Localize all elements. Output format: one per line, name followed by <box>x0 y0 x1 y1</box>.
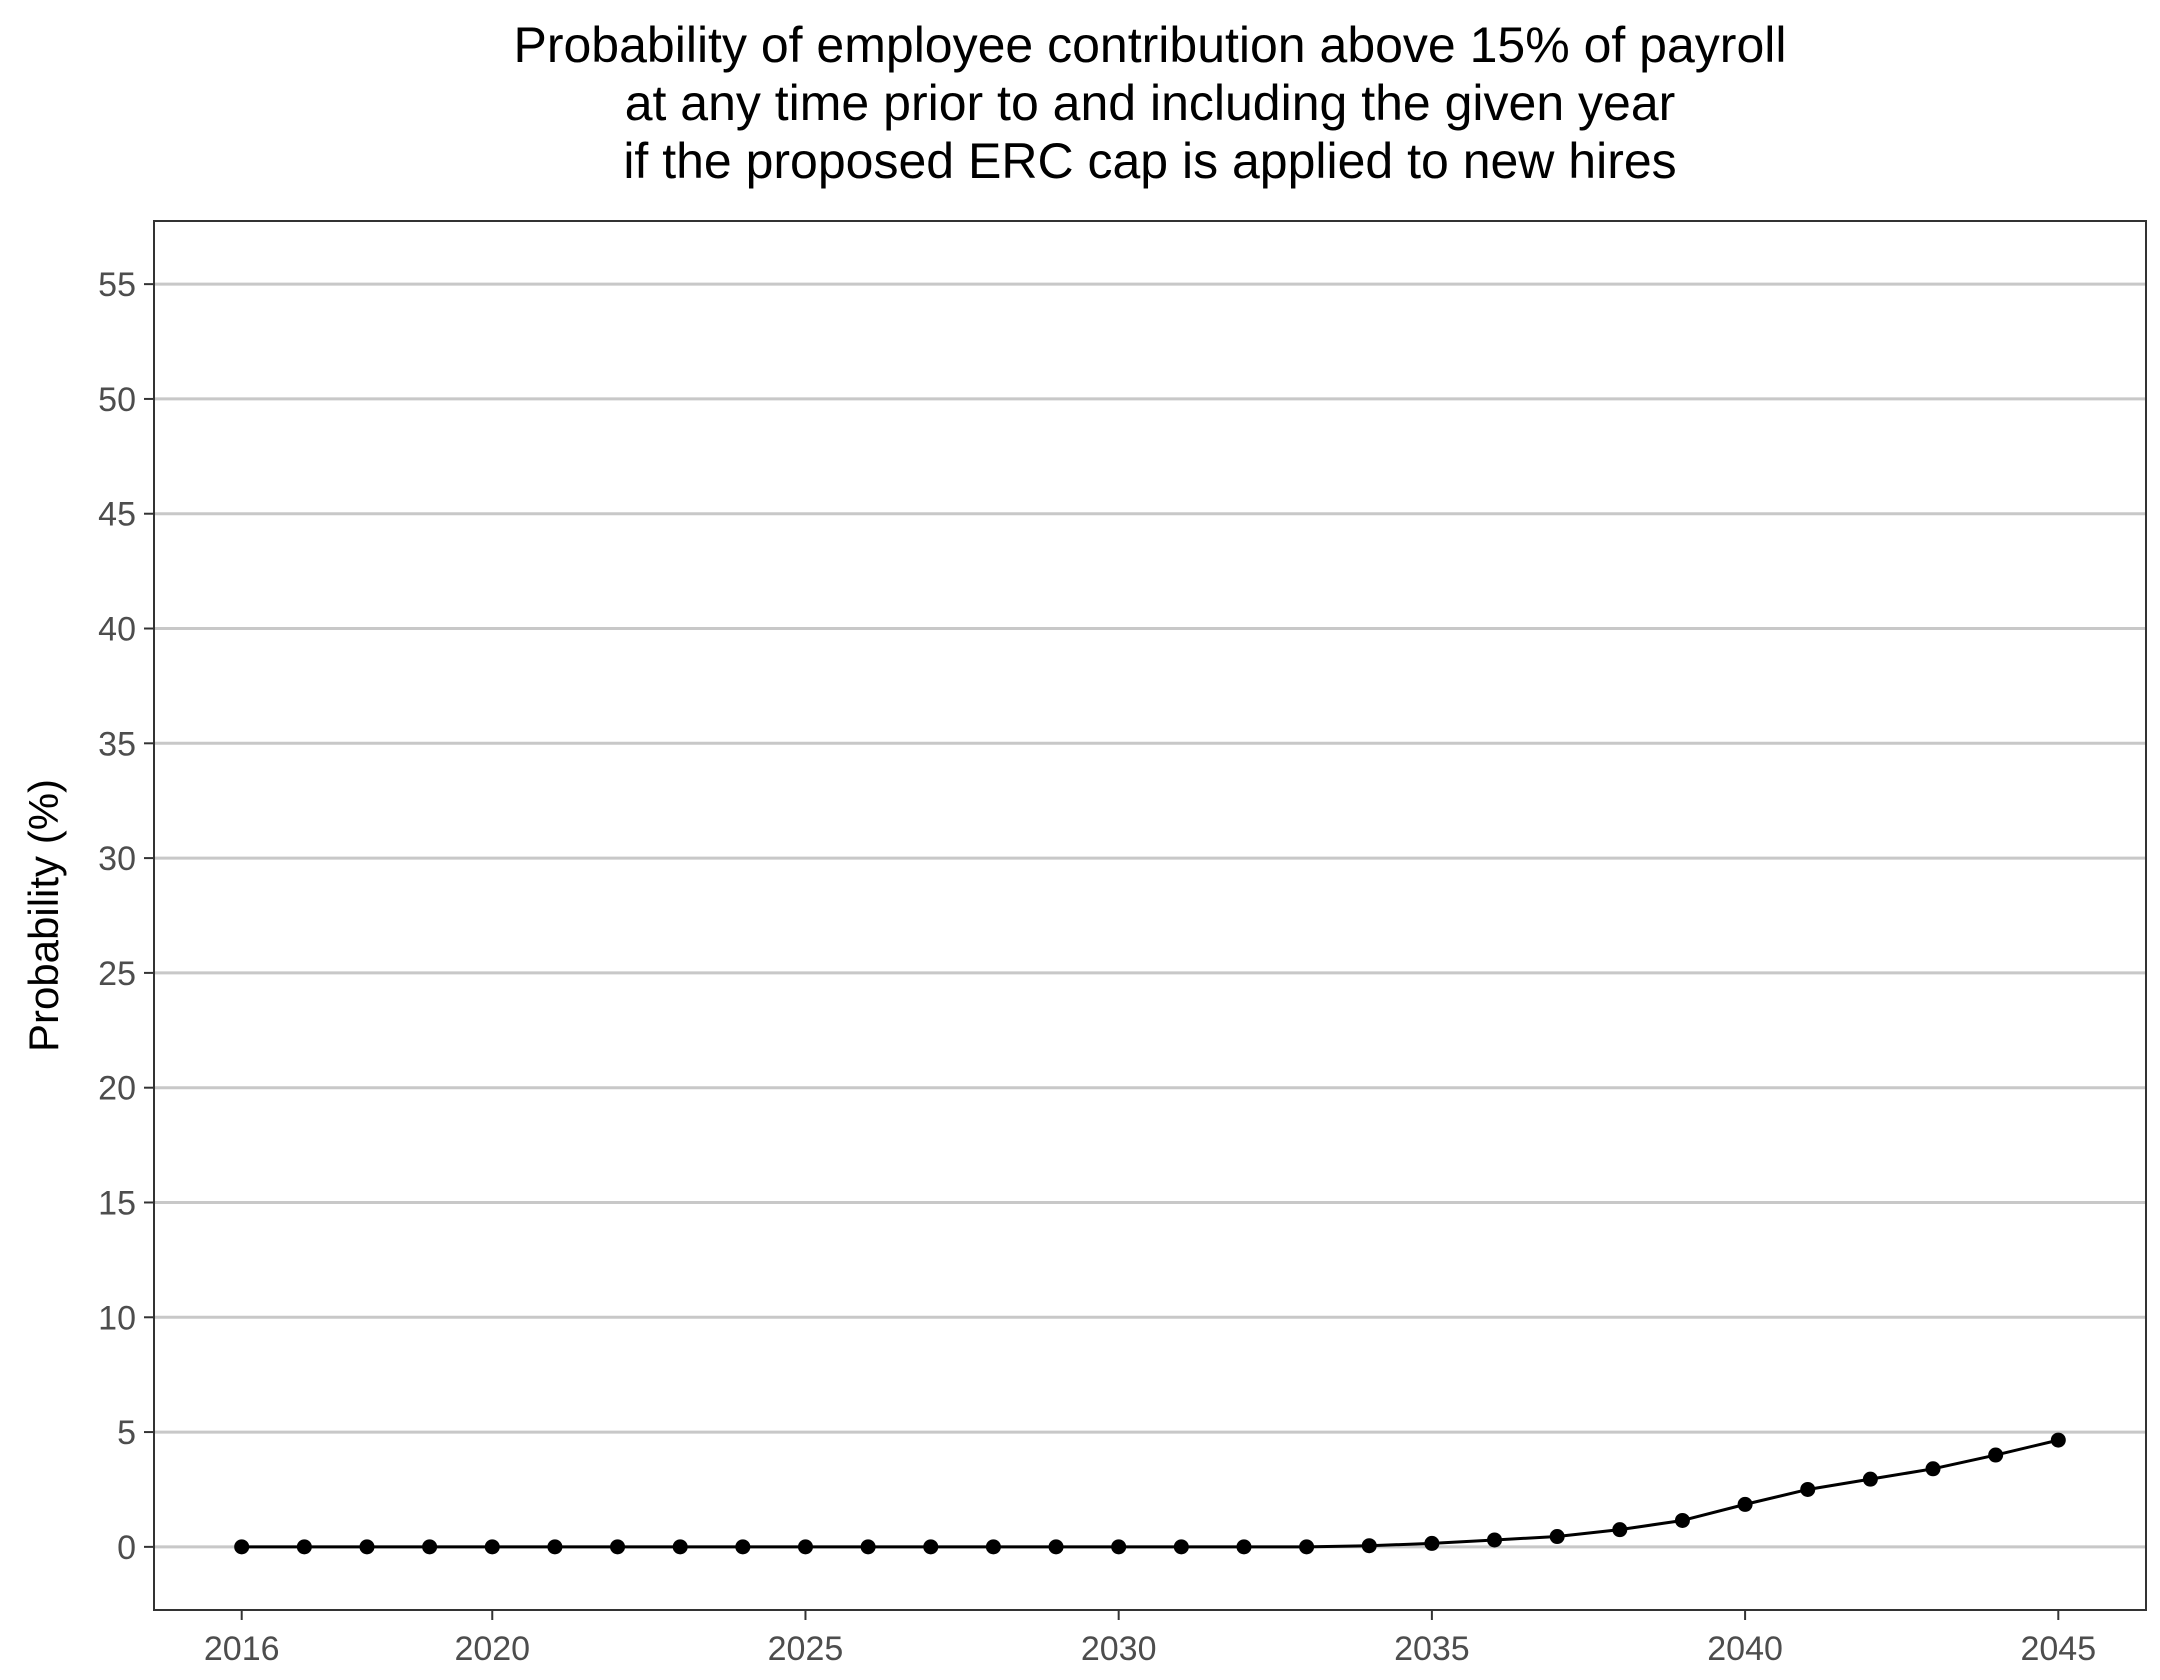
x-tick-label: 2030 <box>1081 1630 1157 1668</box>
data-point <box>1048 1539 1064 1555</box>
data-point <box>1800 1481 1816 1497</box>
data-point <box>1674 1512 1690 1528</box>
series-line <box>241 1438 2059 1549</box>
data-point <box>1487 1532 1503 1548</box>
y-tick-label: 45 <box>98 496 136 534</box>
y-tick-label: 40 <box>98 611 136 649</box>
data-point <box>1236 1539 1252 1555</box>
data-point <box>1988 1447 2004 1463</box>
data-point <box>484 1539 500 1555</box>
data-point <box>1612 1522 1628 1538</box>
chart-title-line: Probability of employee contribution abo… <box>514 17 1787 73</box>
data-point <box>923 1539 939 1555</box>
data-point <box>1111 1539 1127 1555</box>
y-axis-title: Probability (%) <box>20 779 67 1052</box>
y-tick-label: 50 <box>98 381 136 419</box>
y-tick-label: 20 <box>98 1070 136 1108</box>
y-axis: 0 5 10 15 20 25 30 35 40 45 50 55 <box>98 266 154 1567</box>
data-point <box>2050 1432 2066 1448</box>
y-tick-label: 30 <box>98 840 136 878</box>
data-point <box>422 1539 438 1555</box>
data-point <box>1862 1471 1878 1487</box>
chart-title-line: if the proposed ERC cap is applied to ne… <box>623 133 1676 189</box>
y-tick-label: 25 <box>98 955 136 993</box>
y-tick-label: 0 <box>117 1529 136 1567</box>
data-point <box>1424 1535 1440 1551</box>
x-tick-label: 2025 <box>768 1630 844 1668</box>
data-point <box>296 1539 312 1555</box>
data-point <box>1299 1539 1315 1555</box>
chart-title: Probability of employee contribution abo… <box>514 17 1787 189</box>
plot-panel-border <box>153 220 2147 1611</box>
y-tick-label: 5 <box>117 1414 136 1452</box>
data-point <box>985 1539 1001 1555</box>
y-tick-label: 15 <box>98 1184 136 1222</box>
x-axis: 2016 2020 2025 2030 2035 2040 2045 <box>204 1610 2096 1668</box>
data-point <box>860 1539 876 1555</box>
x-tick-label: 2035 <box>1394 1630 1470 1668</box>
y-tick-label: 35 <box>98 725 136 763</box>
x-tick-label: 2040 <box>1707 1630 1783 1668</box>
x-tick-label: 2016 <box>204 1630 280 1668</box>
data-point <box>735 1539 751 1555</box>
data-point <box>1549 1529 1565 1545</box>
data-point <box>610 1539 626 1555</box>
data-point <box>672 1539 688 1555</box>
y-gridlines <box>154 282 2146 1549</box>
data-point <box>1925 1461 1941 1477</box>
data-series <box>234 1432 2066 1555</box>
data-point <box>547 1539 563 1555</box>
chart-title-line: at any time prior to and including the g… <box>625 75 1676 131</box>
data-point <box>1173 1539 1189 1555</box>
y-tick-label: 10 <box>98 1299 136 1337</box>
data-point <box>1737 1496 1753 1512</box>
x-tick-label: 2020 <box>454 1630 530 1668</box>
x-tick-label: 2045 <box>2020 1630 2096 1668</box>
y-tick-label: 55 <box>98 266 136 304</box>
data-point <box>797 1539 813 1555</box>
data-point <box>234 1539 250 1555</box>
data-point <box>1361 1538 1377 1554</box>
data-point <box>359 1539 375 1555</box>
